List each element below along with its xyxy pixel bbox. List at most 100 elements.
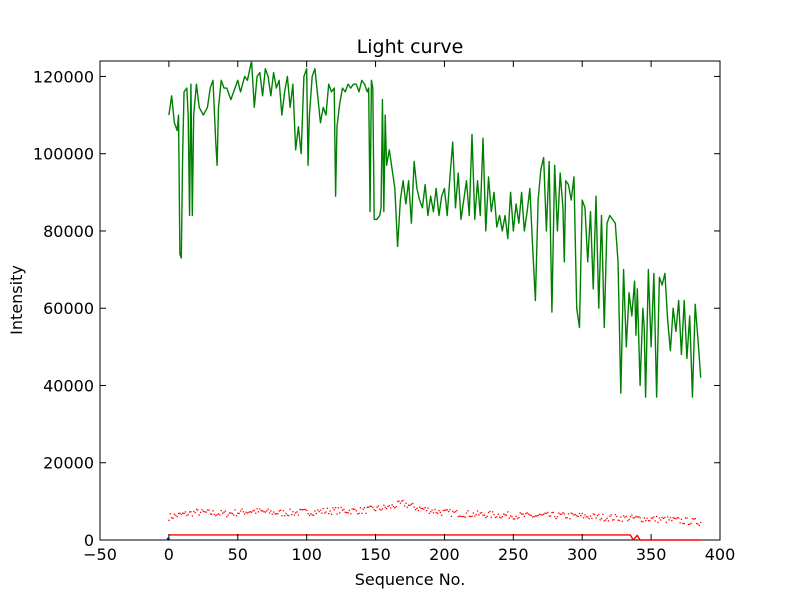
data-point [179, 512, 181, 514]
data-point [176, 516, 178, 518]
data-point [625, 515, 628, 518]
data-point [319, 509, 322, 511]
data-point [242, 511, 244, 513]
data-point [430, 511, 432, 513]
data-point [187, 513, 189, 516]
data-point [463, 515, 465, 518]
data-point [194, 512, 196, 514]
data-point [230, 512, 232, 514]
data-point [620, 516, 622, 518]
data-point [359, 507, 362, 509]
data-point [413, 506, 415, 508]
data-point [549, 515, 552, 517]
data-point [562, 512, 564, 514]
data-point [693, 518, 695, 520]
data-point [295, 512, 297, 514]
y-tick-label: 0 [84, 531, 94, 550]
data-point [281, 514, 283, 517]
data-point [475, 513, 477, 516]
x-tick-label: 100 [291, 545, 322, 564]
data-point [596, 515, 599, 517]
data-point [408, 504, 410, 506]
data-point [600, 517, 603, 520]
data-point [209, 513, 211, 515]
data-point [339, 512, 341, 514]
data-point [238, 512, 240, 515]
data-point [633, 517, 636, 519]
data-point [253, 509, 256, 512]
series-layer [166, 60, 702, 541]
data-point [423, 508, 425, 510]
data-point [526, 512, 528, 514]
data-point [186, 515, 188, 517]
data-point [282, 510, 284, 512]
data-point [237, 512, 239, 515]
data-point [284, 515, 286, 517]
data-point [591, 517, 593, 520]
data-point [446, 509, 448, 511]
data-point [346, 511, 348, 514]
plot-frame [99, 60, 721, 541]
data-point [348, 509, 351, 511]
data-point [610, 514, 612, 516]
data-point [263, 511, 265, 513]
data-point [307, 513, 309, 515]
data-point [583, 517, 585, 519]
data-point [297, 514, 300, 516]
data-point [611, 519, 614, 521]
data-point [248, 511, 250, 513]
data-point [538, 513, 541, 516]
data-point [581, 512, 583, 515]
data-point [325, 511, 327, 513]
data-point [460, 515, 462, 518]
data-point [336, 513, 338, 515]
data-point [695, 522, 698, 525]
data-point [443, 509, 446, 512]
data-point [527, 513, 530, 515]
data-point [368, 506, 370, 508]
data-point [285, 512, 287, 515]
data-point [249, 511, 251, 513]
data-point [432, 512, 435, 514]
data-point [177, 512, 180, 515]
series-green [168, 60, 702, 398]
data-point [638, 516, 640, 518]
data-point [188, 511, 191, 513]
data-point [361, 512, 363, 514]
x-tick-label: 350 [636, 545, 667, 564]
data-point [279, 509, 282, 511]
data-point [412, 502, 414, 505]
y-tick-label: 40000 [43, 376, 94, 395]
data-point [580, 514, 582, 517]
data-point [264, 511, 267, 513]
data-point [512, 518, 515, 520]
data-point [330, 513, 333, 515]
data-point [470, 515, 472, 518]
data-point [523, 515, 526, 518]
data-point [255, 512, 257, 514]
data-point [587, 516, 589, 518]
data-point [195, 508, 198, 510]
data-point [642, 521, 644, 523]
data-point [344, 511, 346, 513]
data-point [662, 517, 665, 520]
plot-area [99, 60, 721, 541]
data-point [606, 517, 608, 519]
data-point [405, 502, 407, 504]
data-point [668, 519, 670, 521]
data-point [425, 509, 428, 512]
data-point [363, 506, 366, 509]
y-axis-title: Intensity [7, 265, 26, 335]
data-point [636, 516, 639, 518]
data-point [671, 519, 673, 522]
data-point [244, 513, 246, 515]
data-point [504, 514, 506, 516]
data-point [266, 510, 268, 512]
data-point [416, 507, 418, 510]
data-point [453, 511, 455, 514]
data-point [228, 512, 231, 514]
data-point [289, 508, 291, 510]
data-point [632, 517, 634, 519]
data-point [212, 510, 214, 512]
data-point [594, 513, 596, 516]
